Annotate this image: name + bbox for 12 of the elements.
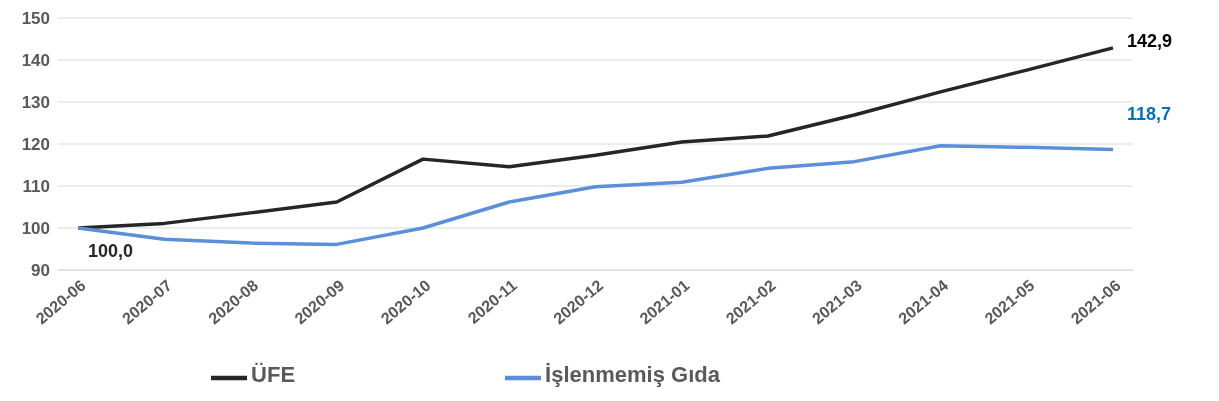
legend-label: ÜFE [251, 362, 296, 388]
y-tick-label: 130 [21, 93, 50, 113]
y-tick-label: 100 [21, 219, 50, 239]
data-label: 118,7 [1127, 104, 1172, 125]
y-tick-label: 110 [22, 177, 50, 197]
y-tick-label: 150 [21, 9, 50, 29]
y-tick-label: 140 [21, 51, 50, 71]
data-label: 100,0 [88, 240, 134, 261]
y-tick-label: 90 [31, 261, 50, 281]
y-tick-label: 120 [21, 135, 50, 155]
legend-label: İşlenmemiş Gıda [545, 362, 720, 388]
data-label: 142,9 [1127, 30, 1173, 51]
